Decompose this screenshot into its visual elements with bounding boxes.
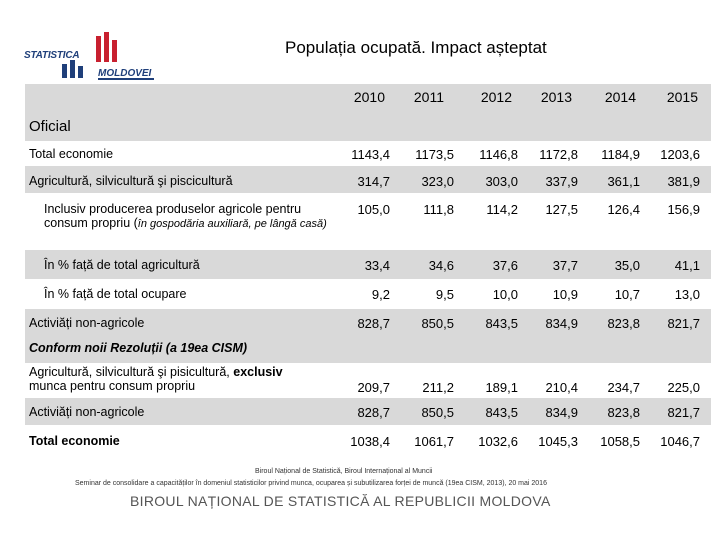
section-band-new [25,338,711,363]
cell: 225,0 [667,380,700,395]
year-2012: 2012 [480,89,512,105]
cell: 41,1 [674,258,700,273]
row-label: Total economie [29,434,120,448]
row-band-nonagri-new [25,398,711,425]
footer-seminar: Seminar de consolidare a capacităților î… [75,480,547,487]
cell: 1173,5 [415,147,454,162]
cell: 337,9 [545,174,578,189]
cell: 828,7 [357,405,390,420]
cell: 850,5 [421,316,454,331]
row-band-agri [25,166,711,193]
cell: 821,7 [667,316,700,331]
cell: 156,9 [667,202,700,217]
cell: 828,7 [357,316,390,331]
cell: 1032,6 [478,434,518,449]
cell: 834,9 [545,405,578,420]
row-band-pct-agri [25,250,711,279]
cell: 1046,7 [660,434,700,449]
cell: 1184,9 [601,147,640,162]
cell: 361,1 [607,174,640,189]
cell: 1143,4 [351,147,390,162]
year-2013: 2013 [540,89,572,105]
cell: 126,4 [607,202,640,217]
section-official: Oficial [29,118,71,135]
cell: 9,2 [371,287,390,302]
cell: 37,6 [492,258,518,273]
row-label: Total economie [29,147,114,161]
year-2014: 2014 [604,89,636,105]
cell: 210,4 [545,380,578,395]
row-label: Agricultură, silvicultură şi piscicultur… [29,174,233,188]
row-label: Activiăți non-agricole [29,316,145,330]
cell: 850,5 [421,405,454,420]
cell: 13,0 [674,287,700,302]
cell: 843,5 [485,316,518,331]
row-band-nonagri [25,309,711,338]
row-label: Agricultură, silvicultură şi pisicultură… [29,365,283,393]
year-2015: 2015 [666,89,698,105]
cell: 37,7 [552,258,578,273]
cell: 209,7 [357,380,390,395]
cell: 211,2 [422,380,454,395]
footer-source: Biroul Național de Statistică, Biroul In… [255,468,433,475]
cell: 823,8 [607,316,640,331]
logo: STATISTICA MOLDOVEI [20,30,160,85]
cell: 1058,5 [600,434,640,449]
cell: 10,7 [614,287,640,302]
cell: 10,0 [492,287,518,302]
row-label: În % față de total agricultură [44,258,200,272]
logo-bars-icon [62,32,154,80]
cell: 9,5 [435,287,454,302]
cell: 381,9 [667,174,700,189]
logo-text-moldovei: MOLDOVEI [98,68,152,79]
cell: 35,0 [614,258,640,273]
footer-bns: BIROUL NAȚIONAL DE STATISTICĂ AL REPUBLI… [130,493,551,509]
cell: 1061,7 [414,434,454,449]
cell: 34,6 [428,258,454,273]
cell: 189,1 [485,380,518,395]
cell: 843,5 [485,405,518,420]
cell: 303,0 [485,174,518,189]
cell: 1038,4 [350,434,390,449]
cell: 314,7 [357,174,390,189]
year-2011: 2011 [413,89,444,105]
cell: 114,2 [486,202,518,217]
section-new-resolution: Conform noii Rezoluții (a 19ea CISM) [29,341,248,355]
cell: 1045,3 [538,434,578,449]
cell: 1146,8 [479,147,518,162]
cell: 111,8 [423,202,454,217]
cell: 823,8 [607,405,640,420]
header-band [25,84,711,141]
row-label: În % față de total ocupare [44,287,187,301]
cell: 105,0 [357,202,390,217]
cell: 33,4 [364,258,390,273]
cell: 127,5 [545,202,578,217]
year-2010: 2010 [353,89,385,105]
row-label: Inclusiv producerea produselor agricole … [44,202,327,230]
page-title: Populația ocupată. Impact așteptat [285,38,547,57]
cell: 1203,6 [660,147,700,162]
cell: 1172,8 [539,147,578,162]
cell: 834,9 [545,316,578,331]
row-label: Activiăți non-agricole [29,405,145,419]
cell: 10,9 [552,287,578,302]
cell: 323,0 [421,174,454,189]
cell: 821,7 [667,405,700,420]
cell: 234,7 [607,380,640,395]
logo-text-statistica: STATISTICA [24,50,80,61]
